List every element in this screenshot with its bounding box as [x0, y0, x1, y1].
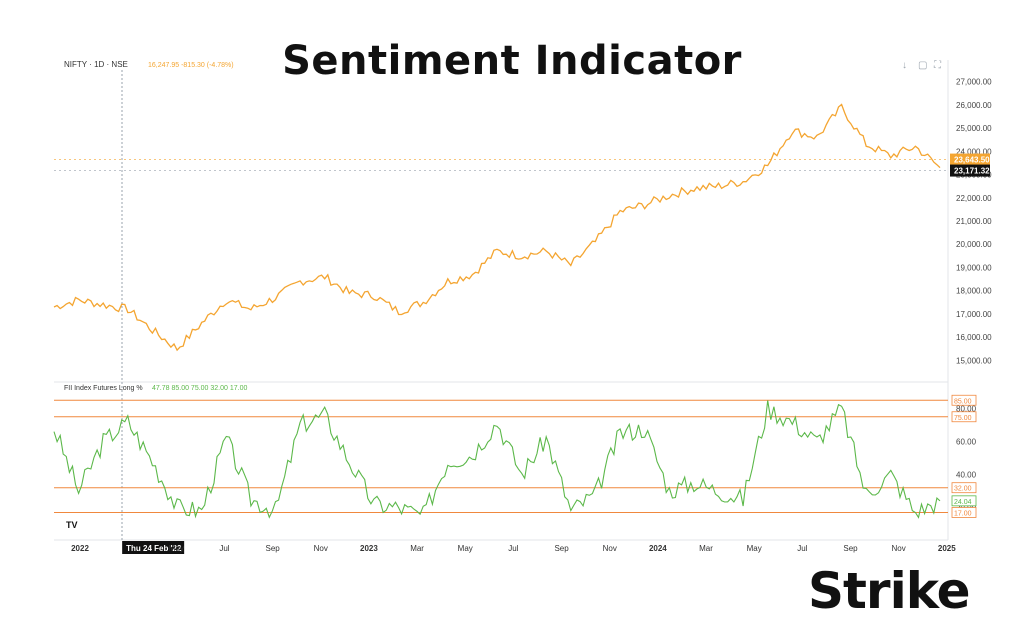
time-crosshair-box — [122, 541, 185, 554]
fii-legend-title: FII Index Futures Long % — [64, 385, 143, 392]
fii-tick-label: 60.00 — [956, 438, 977, 447]
fii-current-label-text: 24.04 — [954, 499, 972, 506]
fii-series-line — [53, 400, 941, 519]
strike-logo: Strike — [808, 562, 971, 620]
price-tick-label: 15,000.00 — [956, 356, 992, 365]
time-tick-label: Jul — [219, 544, 229, 553]
price-legend-title: NIFTY · 1D · NSE — [64, 60, 128, 69]
fii-level-label-text: 17.00 — [954, 510, 972, 517]
logo-text: Strike — [808, 562, 971, 620]
price-tick-label: 21,000.00 — [956, 217, 992, 226]
price-series-line — [53, 103, 941, 352]
time-tick-label: Mar — [410, 544, 424, 553]
price-tick-label: 22,000.00 — [956, 194, 992, 203]
time-tick-label: 2025 — [938, 544, 956, 553]
price-tick-label: 24,000.00 — [956, 147, 992, 156]
time-tick-label: May — [747, 544, 762, 553]
time-tick-label: Nov — [892, 544, 906, 553]
price-tick-label: 27,000.00 — [956, 78, 992, 87]
fii-current-label-box — [951, 495, 977, 507]
time-tick-label: Jul — [797, 544, 807, 553]
time-tick-label: Sep — [554, 544, 569, 553]
page-title: Sentiment Indicator — [282, 38, 742, 84]
price-tick-label: 18,000.00 — [956, 287, 992, 296]
price-label-text: 23,171.32 — [954, 167, 990, 176]
fii-level-label-text: 32.00 — [954, 486, 972, 493]
price-tick-label: 26,000.00 — [956, 101, 992, 110]
fii-tick-label: 80.00 — [956, 405, 977, 414]
price-tick-label: 25,000.00 — [956, 124, 992, 133]
fii-level-label-box — [951, 411, 977, 423]
fii-tick-label: 40.00 — [956, 471, 977, 480]
tv-watermark-icon: TV — [66, 520, 78, 530]
price-legend-values: 16,247.95 -815.30 (-4.78%) — [148, 62, 234, 69]
fullscreen-icon[interactable]: ⛶ — [934, 60, 941, 71]
fii-level-label-box — [951, 507, 977, 518]
price-label-box — [950, 153, 990, 166]
price-tick-label: 20,000.00 — [956, 240, 992, 249]
time-tick-label: Sep — [843, 544, 858, 553]
time-tick-label: Thu 24 Feb '22 — [126, 544, 182, 553]
time-tick-label: Sep — [266, 544, 281, 553]
price-tick-label: 19,000.00 — [956, 263, 992, 272]
price-label-text: 23,643.50 — [954, 156, 990, 165]
time-tick-label: Nov — [603, 544, 617, 553]
time-tick-label: Nov — [314, 544, 328, 553]
fii-legend-values: 47.78 85.00 75.00 32.00 17.00 — [152, 385, 247, 392]
expand-icon[interactable]: ▢ — [918, 60, 928, 71]
time-tick-label: 2023 — [360, 544, 378, 553]
price-tick-label: 17,000.00 — [956, 310, 992, 319]
time-tick-label: 2022 — [71, 544, 89, 553]
fii-level-label-box — [951, 482, 977, 494]
fii-level-label-text: 75.00 — [954, 415, 972, 422]
arrow-down-icon[interactable]: ↓ — [902, 60, 907, 71]
time-tick-label: May — [169, 544, 184, 553]
fii-level-label-box — [951, 394, 977, 406]
price-tick-label: 16,000.00 — [956, 333, 992, 342]
fii-level-label-text: 85.00 — [954, 398, 972, 405]
time-tick-label: May — [458, 544, 473, 553]
time-tick-label: Mar — [699, 544, 713, 553]
time-tick-label: Jul — [508, 544, 518, 553]
price-label-box — [950, 164, 990, 177]
time-tick-label: 2024 — [649, 544, 667, 553]
